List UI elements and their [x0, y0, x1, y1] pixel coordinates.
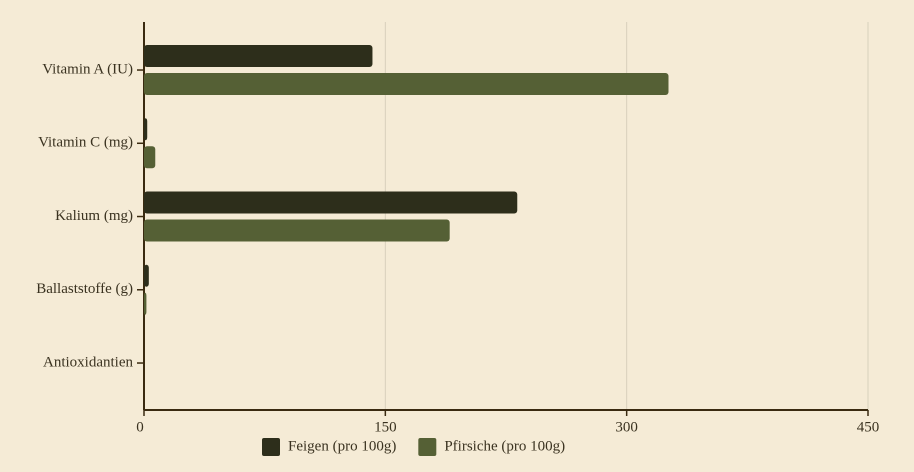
y-tick-label: Ballaststoffe (g) — [36, 281, 133, 297]
legend-label: Feigen (pro 100g) — [288, 438, 396, 454]
legend-swatch — [262, 438, 280, 456]
x-tick-label: 450 — [857, 419, 880, 435]
bar — [144, 191, 518, 214]
y-tick-label: Antioxidantien — [43, 354, 133, 370]
y-tick-label: Kalium (mg) — [55, 208, 133, 224]
y-tick-label: Vitamin C (mg) — [38, 135, 133, 151]
bar — [144, 146, 156, 169]
y-tick-label: Vitamin A (IU) — [42, 61, 133, 77]
bar — [144, 219, 450, 242]
bar — [144, 118, 148, 141]
x-tick-label: 300 — [615, 419, 638, 435]
legend-label: Pfirsiche (pro 100g) — [444, 438, 565, 454]
bar — [144, 264, 149, 287]
x-tick-label: 150 — [374, 419, 397, 435]
bar — [144, 45, 373, 68]
legend-swatch — [418, 438, 437, 456]
x-tick-label: 0 — [136, 419, 144, 435]
bar — [144, 292, 147, 315]
bar — [144, 73, 669, 96]
